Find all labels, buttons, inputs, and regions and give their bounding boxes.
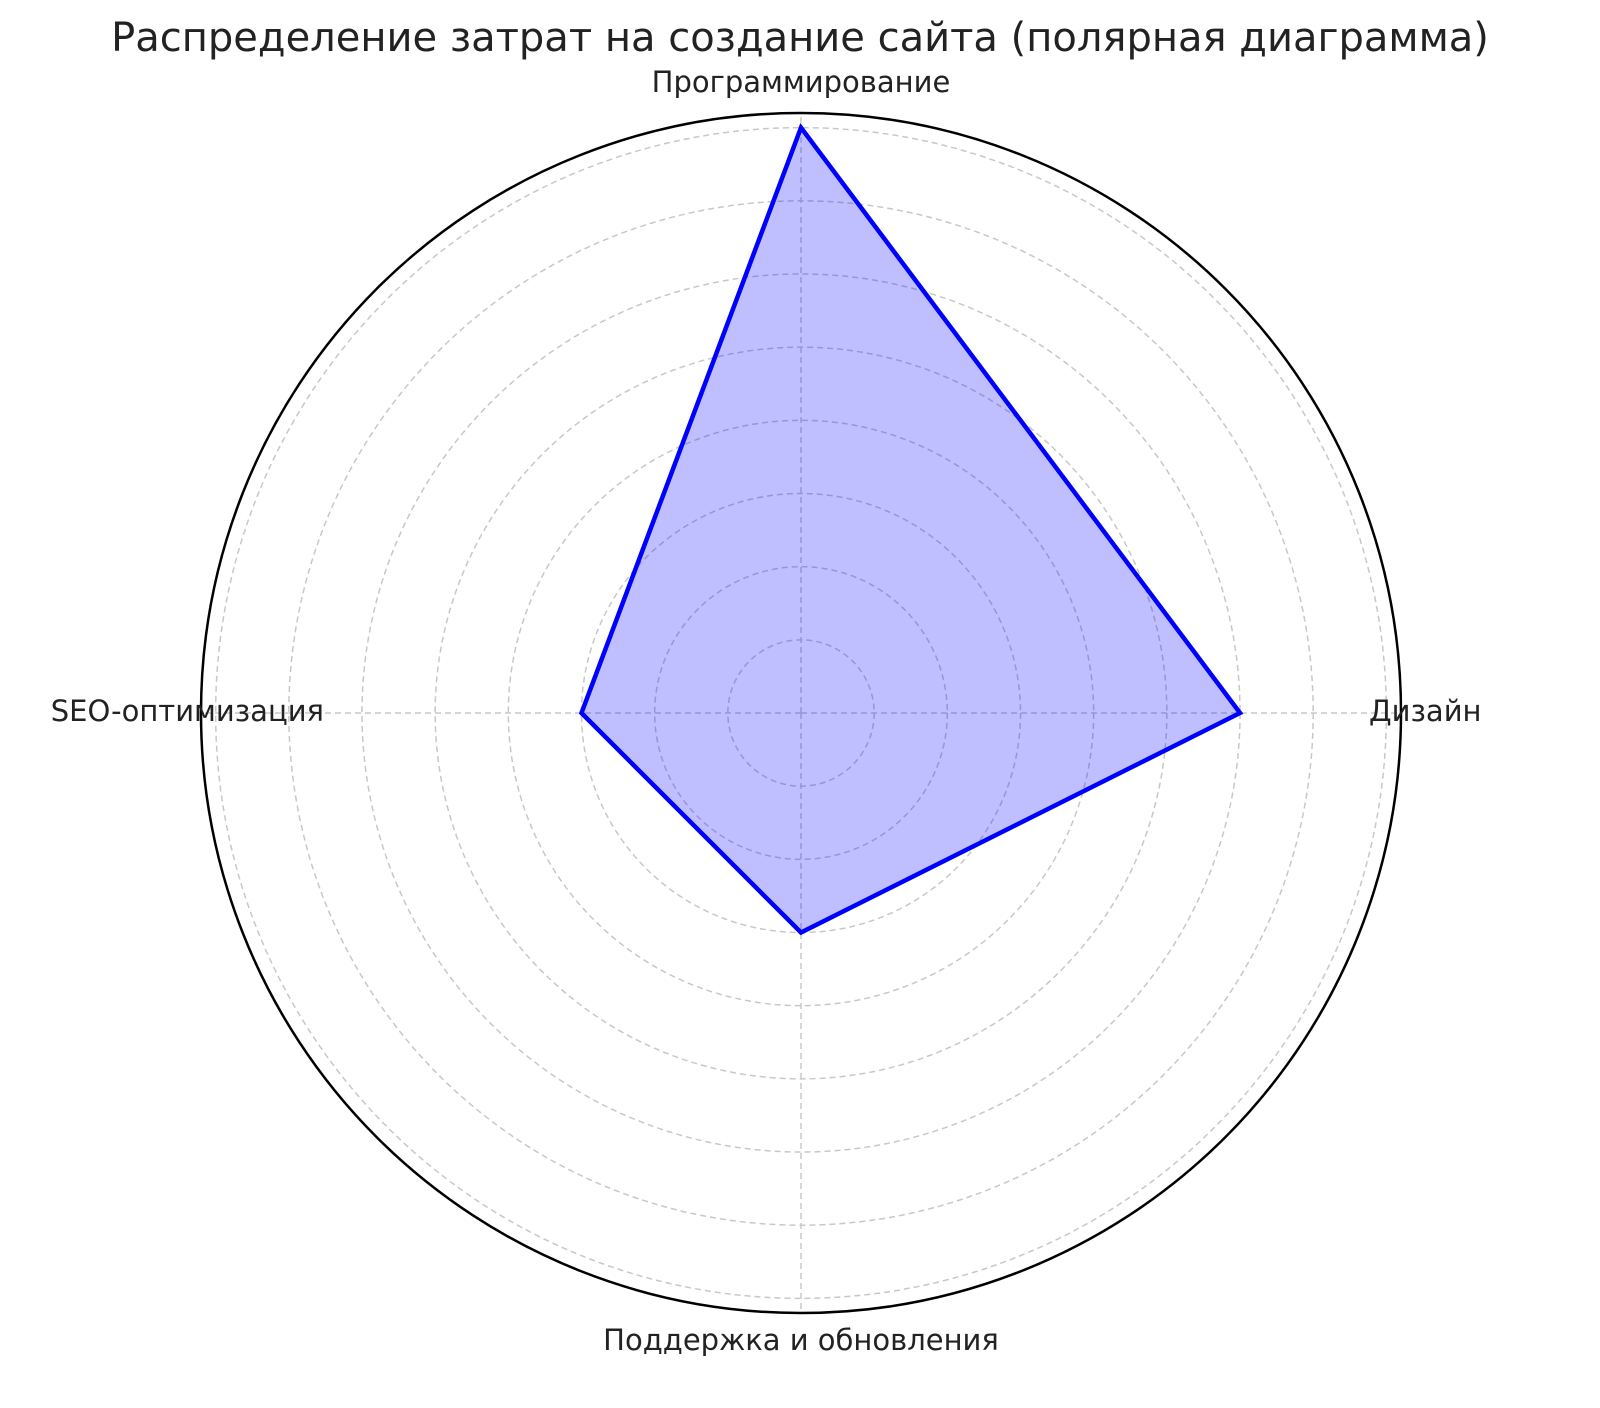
grid-circle — [653, 565, 949, 861]
radar-area — [578, 122, 1244, 936]
category-label: Поддержка и обновления — [603, 1323, 999, 1357]
category-label: Дизайн — [1369, 694, 1482, 728]
outer-frame — [199, 111, 1403, 1315]
category-label: Программирование — [652, 65, 951, 99]
chart-title: Распределение затрат на создание сайта (… — [111, 15, 1489, 61]
category-label: SEO-оптимизация — [51, 694, 324, 728]
